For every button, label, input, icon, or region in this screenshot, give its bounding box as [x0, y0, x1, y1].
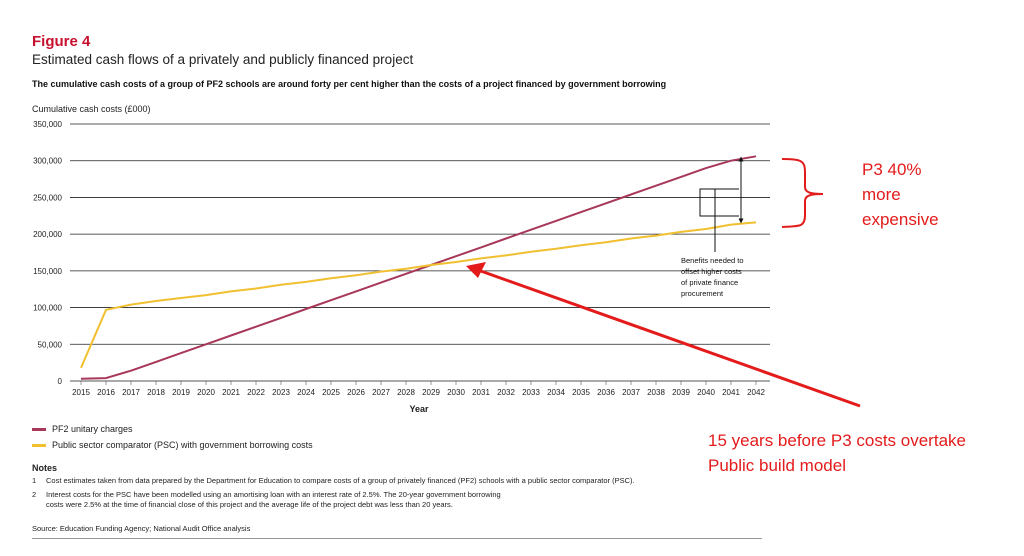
x-tick-label: 2026	[347, 388, 365, 397]
years-annotation: 15 years before P3 costs overtake Public…	[708, 428, 966, 478]
x-tick-label: 2017	[122, 388, 140, 397]
legend-swatch-pf2	[32, 427, 46, 431]
x-tick-label: 2024	[297, 388, 315, 397]
x-tick-label: 2020	[197, 388, 215, 397]
y-tick-label: 0	[58, 377, 63, 386]
x-tick-label: 2030	[447, 388, 465, 397]
x-tick-label: 2021	[222, 388, 240, 397]
x-tick-label: 2037	[622, 388, 640, 397]
red-brace	[781, 158, 824, 228]
x-tick-label: 2028	[397, 388, 415, 397]
x-tick-label: 2036	[597, 388, 615, 397]
legend-item-psc: Public sector comparator (PSC) with gove…	[32, 440, 313, 450]
x-tick-label: 2025	[322, 388, 340, 397]
note-1: 1 Cost estimates taken from data prepare…	[32, 476, 646, 486]
x-tick-label: 2018	[147, 388, 165, 397]
x-tick-label: 2031	[472, 388, 490, 397]
p3-line-1: P3 40%	[862, 160, 922, 179]
x-tick-label: 2016	[97, 388, 115, 397]
source-note: Source: Education Funding Agency; Nation…	[32, 524, 251, 533]
x-tick-label: 2019	[172, 388, 190, 397]
psc-series-line	[80, 221, 757, 369]
legend-swatch-psc	[32, 443, 46, 447]
years-line-2: Public build model	[708, 456, 846, 475]
y-tick-label: 350,000	[33, 120, 62, 129]
x-tick-label: 2034	[547, 388, 565, 397]
series-lines	[80, 155, 757, 380]
y-tick-label: 150,000	[33, 267, 62, 276]
p3-annotation: P3 40% more expensive	[862, 157, 939, 232]
figure-title: Estimated cash flows of a privately and …	[32, 52, 414, 67]
x-tick-label: 2029	[422, 388, 440, 397]
x-tick-label: 2023	[272, 388, 290, 397]
figure-label: Figure 4	[32, 33, 91, 50]
benefits-annotation-line: offset higher costs	[681, 267, 742, 276]
x-tick-label: 2032	[497, 388, 515, 397]
x-tick-label: 2040	[697, 388, 715, 397]
legend-label-pf2: PF2 unitary charges	[52, 424, 133, 434]
x-tick-labels: 2015 2016 2017 2018 2019 2020 2021 2022 2023 2024…	[72, 381, 765, 397]
x-axis-label: Year	[409, 404, 429, 414]
pf2-series-line	[80, 155, 757, 380]
y-tick-label: 250,000	[33, 193, 62, 202]
red-arrowhead	[466, 262, 486, 278]
y-tick-labels: 0 50,000 100,000 150,000 200,000 250,000 300,0…	[33, 120, 62, 386]
y-tick-label: 300,000	[33, 157, 62, 166]
bottom-rule	[32, 538, 762, 539]
benefits-annotation-line: procurement	[681, 289, 724, 298]
years-line-1: 15 years before P3 costs overtake	[708, 431, 966, 450]
note-2-number: 2	[32, 490, 37, 499]
x-tick-label: 2027	[372, 388, 390, 397]
x-tick-label: 2041	[722, 388, 740, 397]
gridlines	[70, 123, 770, 382]
y-tick-label: 50,000	[38, 340, 63, 349]
note-1-text: Cost estimates taken from data prepared …	[46, 476, 635, 485]
benefits-bracket	[699, 188, 739, 217]
benefits-annotation: Benefits needed to offset higher costs of …	[681, 156, 744, 298]
y-axis-label: Cumulative cash costs (£000)	[32, 104, 151, 114]
benefits-annotation-line: Benefits needed to	[681, 256, 744, 265]
figure-subtitle: The cumulative cash costs of a group of …	[32, 79, 667, 89]
legend-item-pf2: PF2 unitary charges	[32, 424, 133, 434]
x-tick-label: 2022	[247, 388, 265, 397]
notes-title: Notes	[32, 463, 58, 473]
p3-line-2: more	[862, 185, 901, 204]
note-2: 2 Interest costs for the PSC have been m…	[32, 490, 516, 510]
note-1-number: 1	[32, 476, 37, 485]
red-arrow-shaft	[477, 268, 861, 408]
x-tick-label: 2039	[672, 388, 690, 397]
y-tick-label: 100,000	[33, 304, 62, 313]
p3-line-3: expensive	[862, 210, 939, 229]
x-tick-label: 2015	[72, 388, 90, 397]
note-2-text: Interest costs for the PSC have been mod…	[46, 490, 501, 509]
x-tick-label: 2042	[747, 388, 765, 397]
x-tick-label: 2038	[647, 388, 665, 397]
x-tick-label: 2035	[572, 388, 590, 397]
benefits-annotation-line: of private finance	[681, 278, 738, 287]
x-tick-label: 2033	[522, 388, 540, 397]
legend-label-psc: Public sector comparator (PSC) with gove…	[52, 440, 313, 450]
red-overlay	[466, 158, 861, 408]
y-tick-label: 200,000	[33, 230, 62, 239]
